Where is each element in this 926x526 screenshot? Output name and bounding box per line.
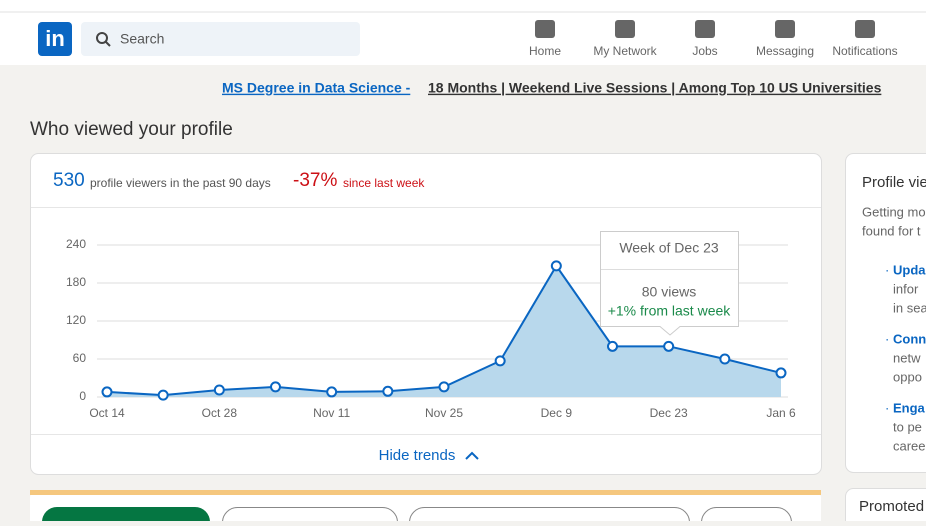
change-value: -37% — [293, 170, 337, 191]
point[interactable] — [552, 261, 561, 270]
point[interactable] — [215, 386, 224, 395]
side-item-text: infor — [893, 281, 919, 296]
side-item-text: netw — [893, 350, 921, 365]
point[interactable] — [327, 387, 336, 396]
side-line: found for t — [862, 223, 921, 238]
side-line: Getting mo — [862, 204, 926, 219]
point[interactable] — [103, 387, 112, 396]
point[interactable] — [777, 368, 786, 377]
nav-label[interactable]: Jobs — [692, 44, 717, 58]
point[interactable] — [664, 342, 673, 351]
x-tick-label: Dec 9 — [541, 406, 573, 420]
point[interactable] — [159, 391, 168, 400]
side-item-text: oppo — [893, 369, 922, 384]
point[interactable] — [440, 382, 449, 391]
x-tick-label: Nov 25 — [425, 406, 463, 420]
side-item-link[interactable]: Conn — [893, 331, 926, 346]
tooltip-title: Week of Dec 23 — [619, 240, 719, 256]
point[interactable] — [383, 387, 392, 396]
side-item-link[interactable]: Upda — [893, 262, 926, 277]
nav-label[interactable]: Notifications — [832, 44, 897, 58]
x-tick-label: Nov 11 — [313, 406, 350, 420]
side-bullet: · — [885, 400, 889, 415]
side-title: Profile vie — [862, 174, 926, 191]
change-text: since last week — [343, 176, 425, 190]
tooltip-views: 80 views — [642, 284, 696, 300]
nav-icon[interactable] — [695, 20, 715, 38]
search-placeholder: Search — [120, 31, 164, 47]
y-tick-label: 180 — [66, 275, 86, 289]
point[interactable] — [496, 356, 505, 365]
logo-text: in — [45, 26, 65, 51]
point[interactable] — [271, 382, 280, 391]
x-tick-label: Jan 6 — [766, 406, 796, 420]
side-bullet: · — [885, 331, 889, 346]
nav-label[interactable]: My Network — [593, 44, 657, 58]
nav-label[interactable]: Home — [529, 44, 561, 58]
side-item-text: in sea — [893, 300, 926, 315]
nav-icon[interactable] — [535, 20, 555, 38]
nav-icon[interactable] — [855, 20, 875, 38]
point[interactable] — [720, 355, 729, 364]
nav-icon[interactable] — [775, 20, 795, 38]
banner-link[interactable]: MS Degree in Data Science - — [222, 80, 411, 96]
side-bullet: · — [885, 262, 889, 277]
y-tick-label: 120 — [66, 313, 86, 327]
viewer-count: 530 — [53, 170, 85, 191]
x-tick-label: Oct 14 — [89, 406, 125, 420]
filter-pill[interactable] — [410, 508, 690, 522]
viewer-text: profile viewers in the past 90 days — [90, 176, 271, 190]
nav-icon[interactable] — [615, 20, 635, 38]
accent-bar — [30, 490, 821, 495]
filter-pill[interactable] — [702, 508, 792, 522]
tooltip-change: +1% from last week — [608, 303, 732, 319]
filter-pill[interactable] — [42, 507, 210, 521]
y-tick-label: 60 — [73, 351, 87, 365]
side-item-link[interactable]: Enga — [893, 400, 926, 415]
filter-pill[interactable] — [223, 508, 398, 522]
x-tick-label: Oct 28 — [202, 406, 238, 420]
page-title: Who viewed your profile — [30, 119, 233, 140]
side-item-text: caree — [893, 438, 926, 453]
hide-trends[interactable]: Hide trends — [379, 447, 456, 464]
y-tick-label: 240 — [66, 237, 86, 251]
side-item-text: to pe — [893, 419, 922, 434]
point[interactable] — [608, 342, 617, 351]
y-tick-label: 0 — [79, 389, 86, 403]
x-tick-label: Dec 23 — [650, 406, 688, 420]
tooltip: Week of Dec 23 80 views +1% from last we… — [601, 232, 739, 336]
banner-text[interactable]: 18 Months | Weekend Live Sessions | Amon… — [428, 80, 882, 96]
promoted: Promoted — [859, 498, 924, 515]
nav-label[interactable]: Messaging — [756, 44, 814, 58]
